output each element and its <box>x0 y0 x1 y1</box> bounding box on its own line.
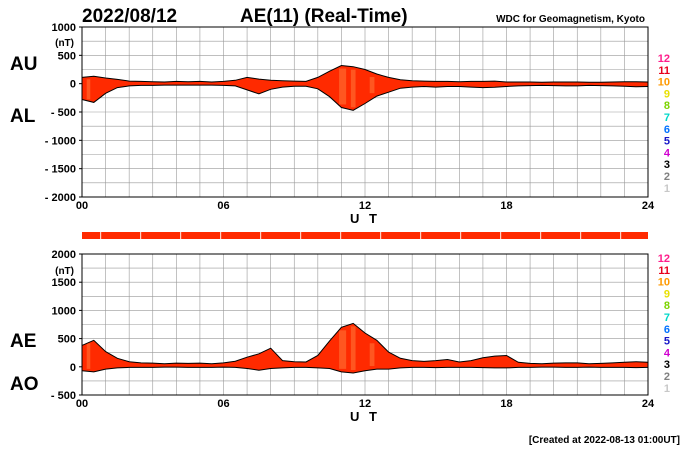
unit-label: (nT) <box>55 38 74 49</box>
coverage-bar-gap <box>260 232 262 239</box>
y-tick-label: - 2000 <box>45 192 76 204</box>
source-label: WDC for Geomagnetism, Kyoto <box>496 14 645 25</box>
series-label-au: AU <box>10 54 37 75</box>
station-count-label: 5 <box>664 136 670 148</box>
y-tick-label: 500 <box>58 50 76 62</box>
station-count-label: 7 <box>664 312 670 324</box>
activity-highlight <box>86 79 91 100</box>
station-count-label: 4 <box>664 147 671 159</box>
y-tick-label: 0 <box>70 362 76 374</box>
coverage-bar-gap <box>460 232 462 239</box>
y-tick-label: - 500 <box>51 107 76 119</box>
y-tick-label: - 500 <box>51 390 76 402</box>
coverage-bar-fill <box>82 232 648 239</box>
y-tick-label: 1000 <box>52 305 76 317</box>
series-label-ao: AO <box>10 374 39 395</box>
x-tick-label: 18 <box>500 200 512 212</box>
series-line-al <box>81 84 649 111</box>
x-tick-label: 06 <box>217 398 229 410</box>
activity-highlight <box>350 69 356 108</box>
station-count-label: 3 <box>664 159 670 171</box>
station-count-label: 9 <box>664 88 670 100</box>
station-count-label: 1 <box>664 383 670 395</box>
station-count-label: 10 <box>658 277 670 289</box>
station-count-label: 2 <box>664 171 670 183</box>
station-count-label: 5 <box>664 336 670 348</box>
plot-frame <box>81 253 649 396</box>
area-fill-au-al <box>82 65 648 111</box>
station-count-label: 12 <box>658 53 670 65</box>
y-tick-label: 2000 <box>52 249 76 261</box>
coverage-bar-gap <box>100 232 102 239</box>
coverage-bar-gap <box>380 232 382 239</box>
unit-label: (nT) <box>55 266 74 277</box>
station-count-label: 11 <box>658 265 670 277</box>
coverage-bar-gap <box>220 232 222 239</box>
x-tick-label: 24 <box>642 200 655 212</box>
au-al-panel: 1000 500 0 - 500 - 1000 - 1500 - 2000 (nT) 00 06 1… <box>10 22 655 226</box>
station-coverage-bar <box>82 232 648 239</box>
x-tick-label: 00 <box>76 398 88 410</box>
coverage-bar-gap <box>420 232 422 239</box>
station-count-label: 2 <box>664 371 670 383</box>
coverage-bar-gap <box>300 232 302 239</box>
activity-highlight <box>350 326 356 371</box>
y-tick-label: - 1500 <box>45 164 76 176</box>
station-count-label: 1 <box>664 183 670 195</box>
station-count-label: 7 <box>664 112 670 124</box>
station-count-label: 8 <box>664 100 670 112</box>
coverage-bar-gap <box>500 232 502 239</box>
station-count-label: 8 <box>664 300 670 312</box>
x-tick-label: 18 <box>500 398 512 410</box>
station-count-label: 12 <box>658 253 670 265</box>
station-count-label: 9 <box>664 288 670 300</box>
x-axis-label: U T <box>350 409 380 424</box>
station-count-label: 6 <box>664 124 670 136</box>
coverage-bar-gap <box>180 232 182 239</box>
station-count-label: 11 <box>658 65 670 77</box>
series-line-ae <box>81 322 649 365</box>
area-fill-ae-ao <box>82 323 648 373</box>
y-tick-label: 0 <box>70 79 76 91</box>
activity-highlight <box>369 77 375 94</box>
activity-highlight <box>339 330 347 369</box>
coverage-bar-gap <box>340 232 342 239</box>
y-tick-label: 1500 <box>52 277 76 289</box>
created-timestamp: [Created at 2022-08-13 01:00UT] <box>529 435 680 446</box>
station-count-label: 10 <box>658 77 670 89</box>
date-label: 2022/08/12 <box>82 6 177 27</box>
x-axis-label: U T <box>350 211 380 226</box>
x-tick-label: 24 <box>642 398 655 410</box>
chart-title: AE(11) (Real-Time) <box>240 6 408 27</box>
x-tick-label: 00 <box>76 200 88 212</box>
coverage-bar-gap <box>580 232 582 239</box>
series-label-ae: AE <box>10 331 36 352</box>
station-count-label: 6 <box>664 324 670 336</box>
coverage-bar-gap <box>620 232 622 239</box>
station-count-label: 3 <box>664 359 670 371</box>
activity-highlight <box>369 343 375 367</box>
series-label-al: AL <box>10 106 36 127</box>
x-tick-label: 06 <box>217 200 229 212</box>
coverage-bar-gap <box>540 232 542 239</box>
series-line-au <box>81 64 649 83</box>
ae-ao-panel: 2000 1500 1000 500 0 - 500 (nT) 00 06 12 18 24 U T AE… <box>10 249 655 424</box>
coverage-bar-gap <box>140 232 142 239</box>
y-tick-label: - 1000 <box>45 135 76 147</box>
activity-highlight <box>339 68 347 105</box>
x-tick-label: 12 <box>359 200 371 212</box>
activity-highlight <box>86 343 91 369</box>
series-line-ao <box>81 366 649 374</box>
y-tick-label: 500 <box>58 334 76 346</box>
y-tick-label: 1000 <box>52 22 76 34</box>
station-count-label: 4 <box>664 347 671 359</box>
x-tick-label: 12 <box>359 398 371 410</box>
